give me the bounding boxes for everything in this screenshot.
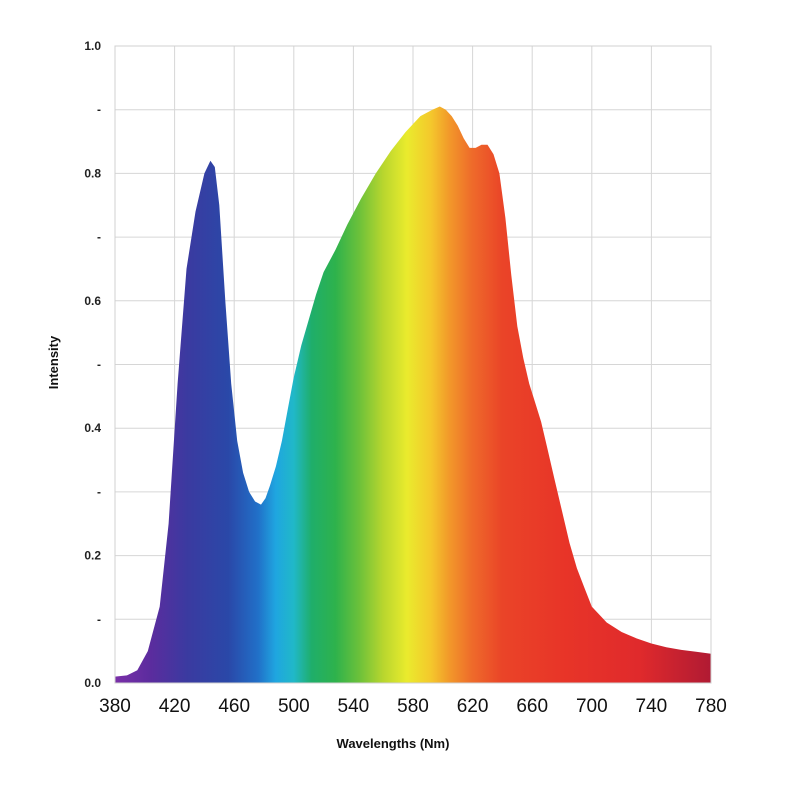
y-tick-label: 0.4 <box>84 421 101 435</box>
spectrum-area <box>115 106 711 683</box>
x-tick-label: 780 <box>695 696 727 717</box>
y-tick-label: - <box>97 485 101 499</box>
y-tick-label: 0.6 <box>84 294 101 308</box>
x-tick-label: 700 <box>576 696 608 717</box>
x-tick-label: 580 <box>397 696 429 717</box>
y-tick-label: 1.0 <box>84 39 101 53</box>
x-tick-label: 620 <box>457 696 489 717</box>
y-tick-label: - <box>97 230 101 244</box>
x-axis-title: Wavelengths (Nm) <box>337 736 450 751</box>
y-tick-label: 0.2 <box>84 549 101 563</box>
x-tick-label: 660 <box>516 696 548 717</box>
plot-frame <box>114 45 712 684</box>
y-tick-label: - <box>97 358 101 372</box>
x-axis-ticks: 380 420 460 500 540 580 620 660 700 740 780 <box>99 696 727 717</box>
x-tick-label: 740 <box>636 696 668 717</box>
x-tick-label: 460 <box>218 696 250 717</box>
y-tick-label: - <box>97 612 101 626</box>
y-tick-label: 0.8 <box>84 166 101 180</box>
y-tick-label: - <box>97 103 101 117</box>
y-tick-label: 0.0 <box>84 676 101 690</box>
x-tick-label: 540 <box>338 696 370 717</box>
x-tick-label: 500 <box>278 696 310 717</box>
x-tick-label: 380 <box>99 696 131 717</box>
y-axis-ticks: 0.0 - 0.2 - 0.4 - 0.6 - 0.8 - 1.0 <box>84 39 101 690</box>
x-tick-label: 420 <box>159 696 191 717</box>
y-axis-title: Intensity <box>46 335 61 389</box>
